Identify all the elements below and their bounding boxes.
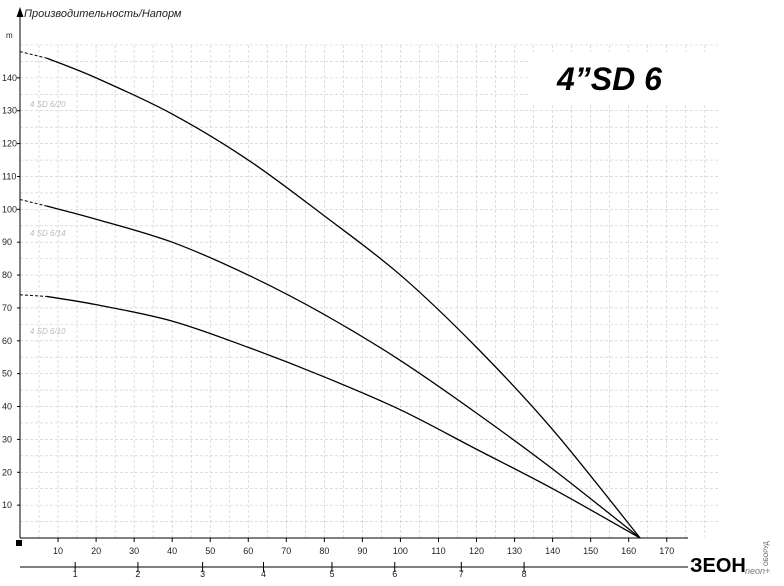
x-tick-label: 30 [129,546,139,556]
y-axis-unit: m [6,31,13,40]
x-tick-label: 100 [393,546,408,556]
y-tick-label: 80 [2,270,12,280]
x-tick-label: 60 [243,546,253,556]
y-tick-label: 40 [2,402,12,412]
x-tick-label: 120 [469,546,484,556]
x-tick-label: 80 [319,546,329,556]
secondary-x-tick-label: 4 [261,569,266,579]
y-tick-label: 20 [2,467,12,477]
series-line [46,57,641,539]
brand-sub: neon+ [745,566,770,576]
x-tick-label: 140 [545,546,560,556]
secondary-x-tick-label: 7 [459,569,464,579]
y-tick-label: 100 [2,204,17,214]
x-tick-label: 90 [357,546,367,556]
series-lines [19,51,641,539]
chart-title: 4”SD 6 [556,61,662,97]
series-line-dashed [19,51,47,59]
title-backdrop [530,52,718,104]
y-axis-label: Производительность/Напорм [24,8,182,20]
x-tick-label: 20 [91,546,101,556]
x-tick-label: 70 [281,546,291,556]
series-line-dashed [19,294,47,297]
x-tick-label: 170 [659,546,674,556]
y-axis-arrow [16,7,24,17]
y-tick-label: 60 [2,336,12,346]
x-tick-label: 110 [431,546,445,556]
y-tick-label: 50 [2,369,12,379]
secondary-x-tick-label: 5 [329,569,334,579]
series-line [46,295,641,539]
x-tick-label: 40 [167,546,177,556]
y-tick-label: 130 [2,106,17,116]
y-tick-label: 70 [2,303,12,313]
y-tick-label: 30 [2,434,12,444]
grid [20,44,720,538]
secondary-x-tick-label: 8 [522,569,527,579]
secondary-x-tick-label: 6 [392,569,397,579]
x-tick-label: 130 [507,546,522,556]
series-labels: 4 SD 6/20 4 SD 6/14 4 SD 6/10 [30,100,66,336]
secondary-x-tick-label: 3 [200,569,205,579]
brand-vertical: ОБОРУД [764,541,770,566]
axis-origin-marker [16,540,22,546]
x-tick-label: 10 [53,546,63,556]
y-tick-label: 140 [2,73,17,83]
x-tick-label: 50 [205,546,215,556]
secondary-x-tick-label: 2 [135,569,140,579]
series-label: 4 SD 6/20 [30,100,66,109]
y-tick-label: 90 [2,237,12,247]
series-label: 4 SD 6/10 [30,327,66,336]
brand-backdrop [688,537,784,586]
x-tick-label: 150 [583,546,598,556]
series-line [46,205,641,539]
series-label: 4 SD 6/14 [30,229,66,238]
y-tick-label: 10 [2,500,12,510]
axes [16,7,720,572]
y-tick-label: 110 [2,171,16,181]
series-line-dashed [19,198,47,207]
y-tick-label: 120 [2,139,17,149]
x-tick-label: 160 [621,546,636,556]
secondary-x-tick-label: 1 [73,569,78,579]
brand-logo: ЗЕОН [690,555,746,577]
